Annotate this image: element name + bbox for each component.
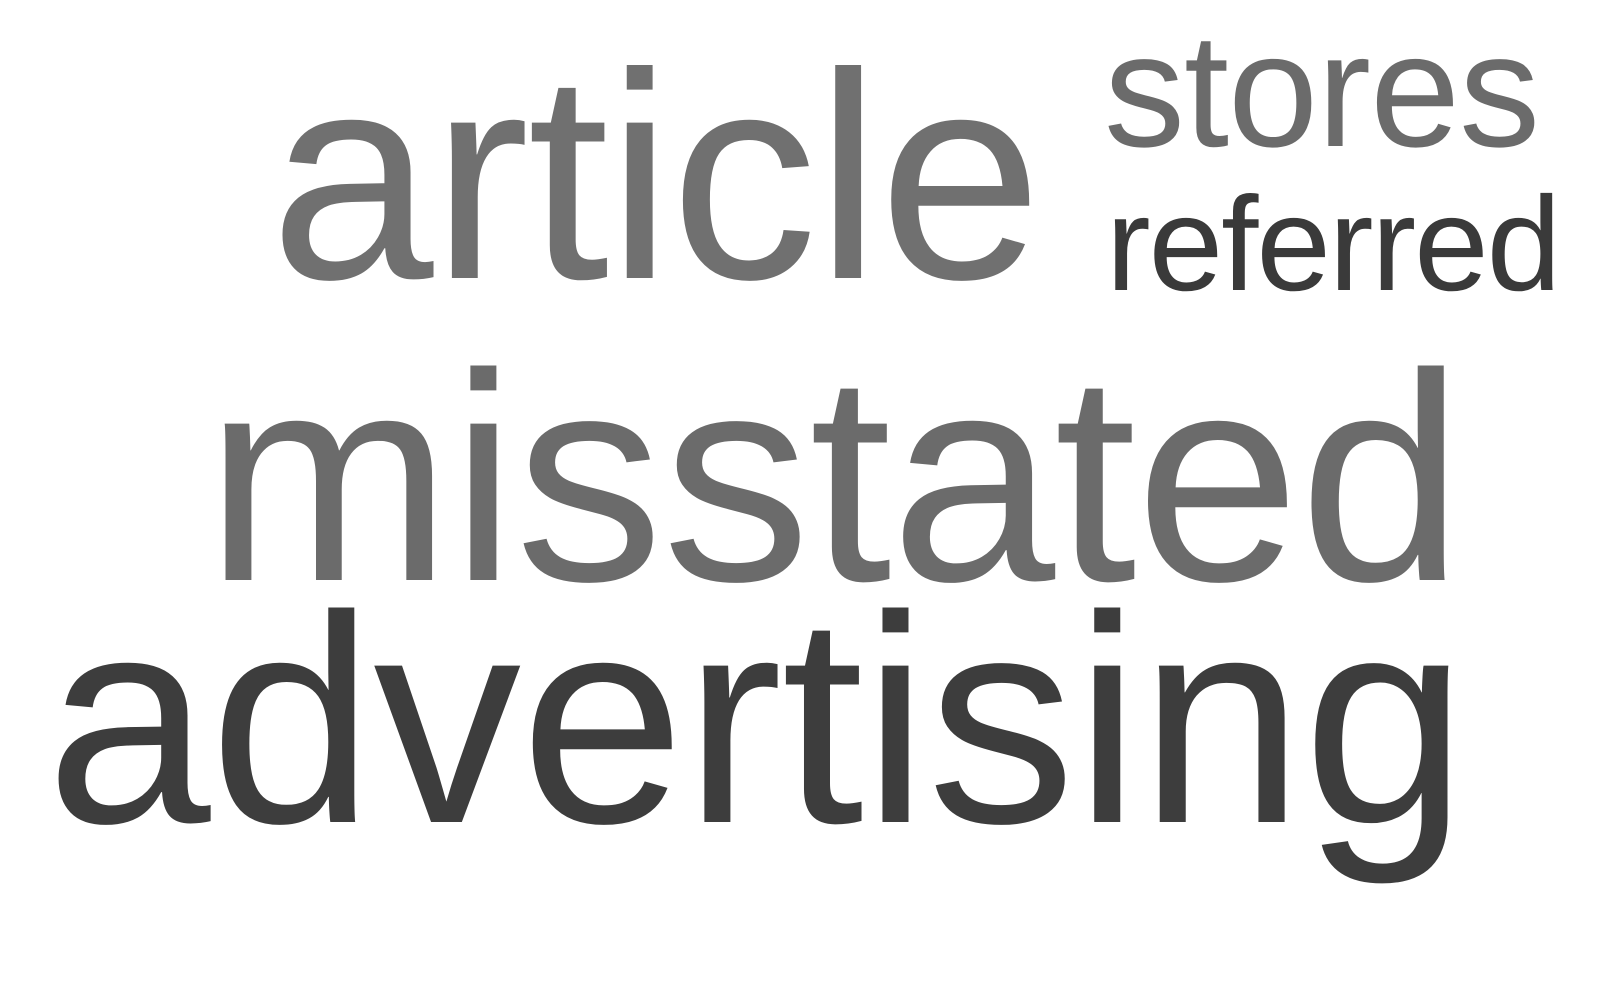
word-misstated: misstated	[205, 312, 1464, 643]
word-advertising: advertising	[46, 554, 1467, 885]
word-stores: stores	[1104, 0, 1540, 181]
word-article: article	[270, 13, 1042, 341]
word-referred: referred	[1106, 170, 1561, 319]
